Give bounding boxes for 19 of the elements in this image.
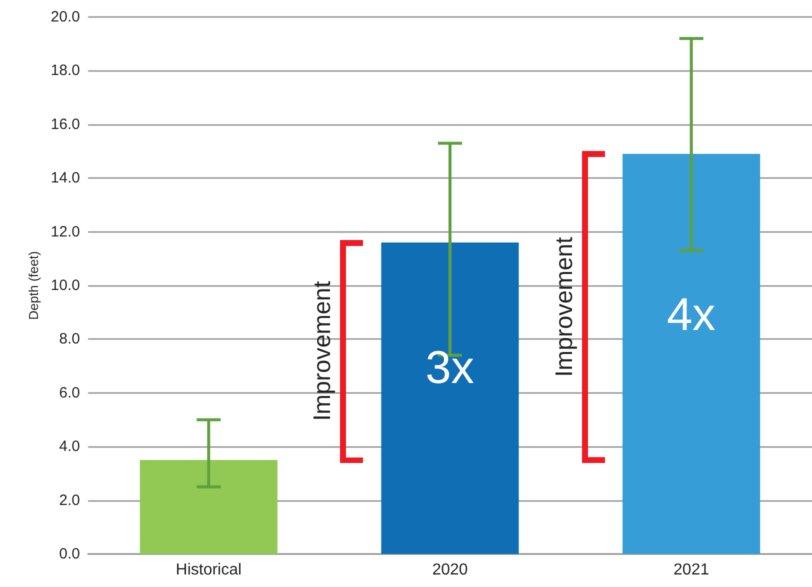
annotation: Improvement (309, 281, 338, 422)
y-tick-label: 16.0 (50, 116, 80, 133)
annotation: 4x (666, 286, 716, 341)
y-tick-label: 10.0 (50, 277, 80, 294)
y-tick-label: 20.0 (50, 8, 80, 26)
y-tick-label: 18.0 (50, 62, 80, 80)
y-tick-label: 8.0 (59, 330, 80, 348)
annotation: Improvement (550, 236, 579, 377)
y-tick-label: 4.0 (59, 438, 80, 456)
y-tick-label: 0.0 (59, 546, 80, 562)
x-tick-label: Historical (176, 562, 242, 578)
x-tick-label: 2021 (674, 562, 710, 578)
y-tick-label: 6.0 (59, 384, 80, 402)
y-tick-label: 2.0 (59, 492, 80, 509)
x-tick-label: 2020 (432, 562, 468, 578)
annotation: 3x (426, 340, 474, 394)
y-tick-label: 14.0 (50, 170, 80, 187)
y-axis-title: Depth (feet) (26, 251, 41, 320)
y-tick-label: 12.0 (50, 223, 80, 240)
